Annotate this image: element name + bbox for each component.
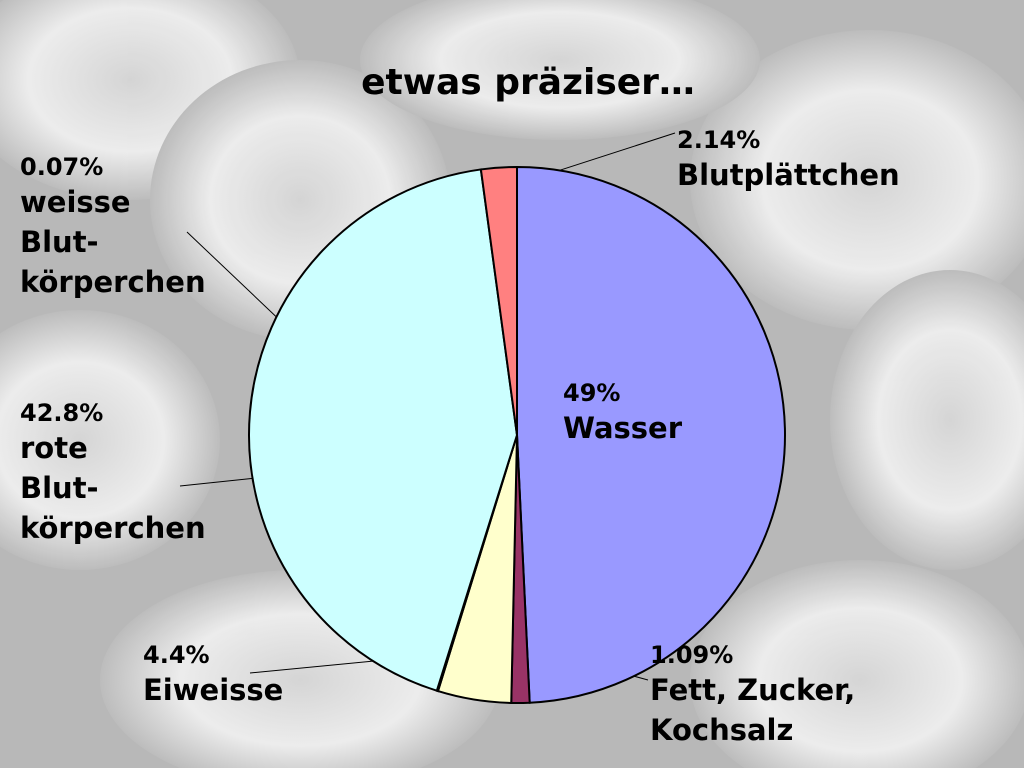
category-label: rote Blut- körperchen [20,431,206,545]
value-label: 49% [563,379,621,407]
category-label: Eiweisse [143,673,284,707]
pie [248,165,786,704]
slice-label: 49% Wasser [563,378,682,448]
value-label: 0.07% [20,153,104,181]
pie-slice [248,168,519,692]
category-label: Wasser [563,411,683,445]
category-label: Blutplättchen [677,158,900,192]
chart-title: etwas präziser… [361,62,695,103]
value-label: 2.14% [677,126,761,154]
value-label: 1.09% [650,641,734,669]
pie-slice [516,165,786,704]
slice-label: 42.8% rote Blut- körperchen [20,398,206,548]
pie-slice [479,165,518,436]
slice-label: 0.07% weisse Blut- körperchen [20,152,206,302]
slice-label: 4.4% Eiweisse [143,640,283,710]
value-label: 4.4% [143,641,210,669]
category-label: Fett, Zucker, Kochsalz [650,673,856,747]
category-label: weisse Blut- körperchen [20,185,206,299]
value-label: 42.8% [20,399,104,427]
slice-label: 2.14% Blutplättchen [677,125,900,195]
slice-label: 1.09% Fett, Zucker, Kochsalz [650,640,855,750]
